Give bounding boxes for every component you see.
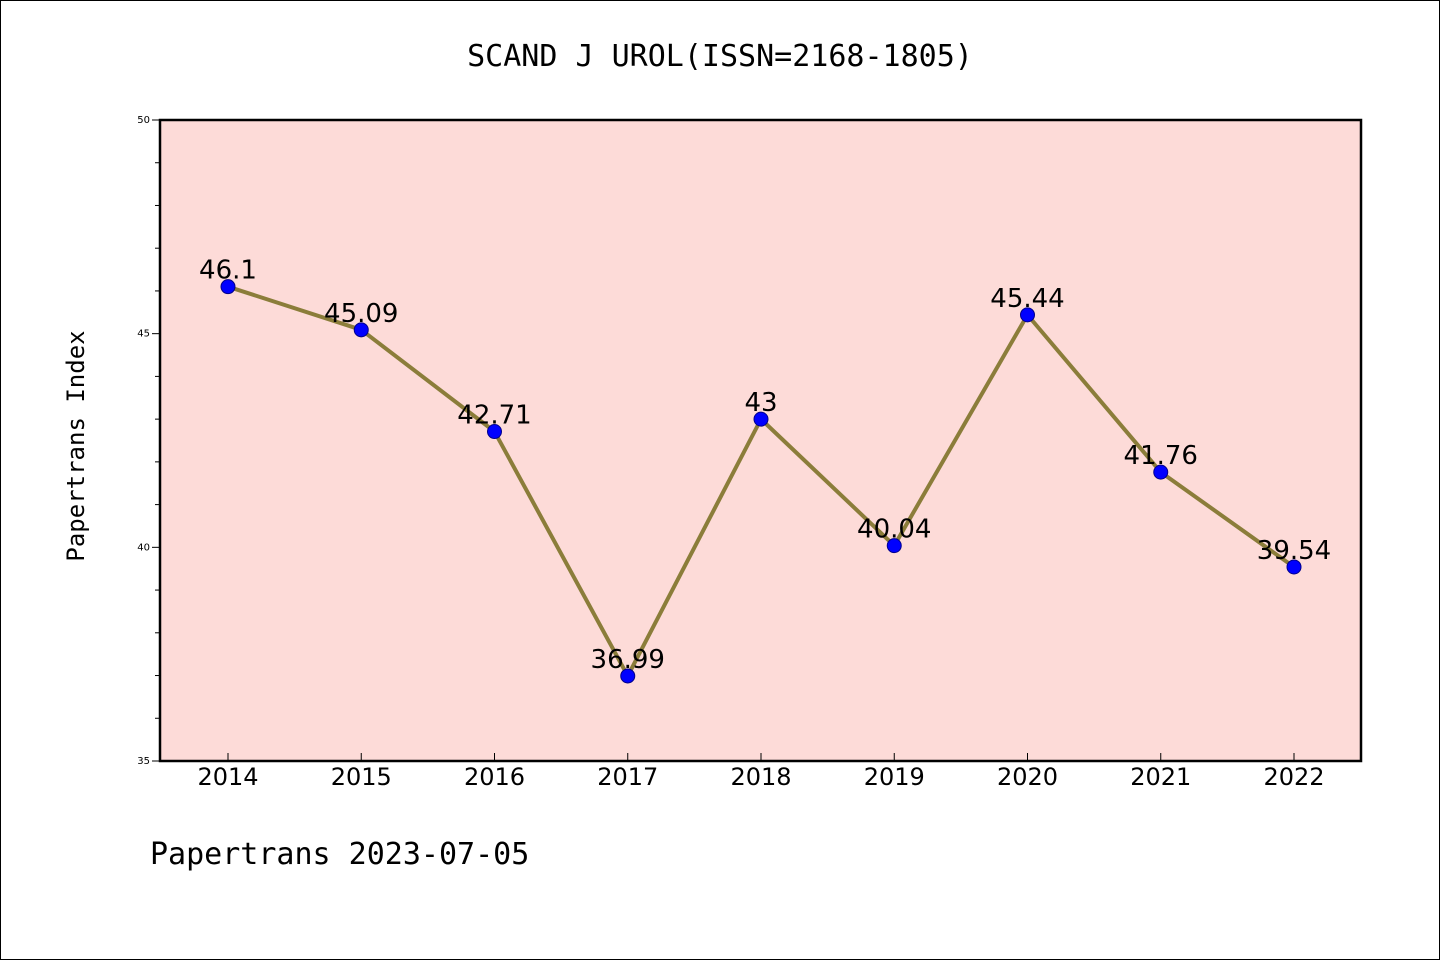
plot-area [160,120,1361,761]
y-axis-label: Papertrans Index [62,330,90,561]
data-point [220,279,236,295]
chart-title: SCAND J UROL(ISSN=2168-1805) [467,39,973,74]
data-point [353,322,369,338]
data-point [620,668,636,684]
data-labels: 46.1 45.09 42.71 36.99 43 40.04 45.44 41.76 39.5… [199,256,1331,675]
data-label: 40.04 [857,515,931,545]
data-label: 39.54 [1257,536,1331,566]
plot-border [158,118,1363,763]
data-point [487,424,502,440]
x-tick-label: 2015 [331,763,392,791]
data-label: 36.99 [591,645,665,675]
x-tick-label: 2017 [597,763,658,791]
data-label: 45.09 [324,299,398,329]
data-point [886,538,902,554]
data-point [1020,307,1035,323]
data-label: 45.44 [990,284,1064,314]
y-axis-ticks: 35 40 45 50 [137,115,160,767]
x-tick-label: 2019 [864,763,925,791]
data-label: 43 [744,388,777,418]
data-point [1153,464,1169,480]
footer-text: Papertrans 2023-07-05 [150,837,529,872]
x-tick-label: 2018 [730,763,791,791]
x-tick-label: 2016 [464,763,525,791]
y-tick-label: 45 [137,329,150,340]
data-label: 42.71 [457,401,531,431]
x-tick-label: 2020 [997,763,1058,791]
data-label: 41.76 [1124,441,1198,471]
x-tick-label: 2014 [197,763,258,791]
x-axis-ticks: 2014 2015 2016 2017 2018 2019 2020 2021 2022 [197,753,1325,791]
y-tick-label: 50 [137,115,150,126]
data-point [753,411,769,427]
data-markers [220,279,1302,684]
data-label: 46.1 [199,256,257,286]
y-tick-label: 40 [137,542,150,553]
data-point [1286,559,1302,575]
x-tick-label: 2021 [1130,763,1191,791]
y-tick-label: 35 [137,756,150,767]
x-tick-label: 2022 [1263,763,1324,791]
